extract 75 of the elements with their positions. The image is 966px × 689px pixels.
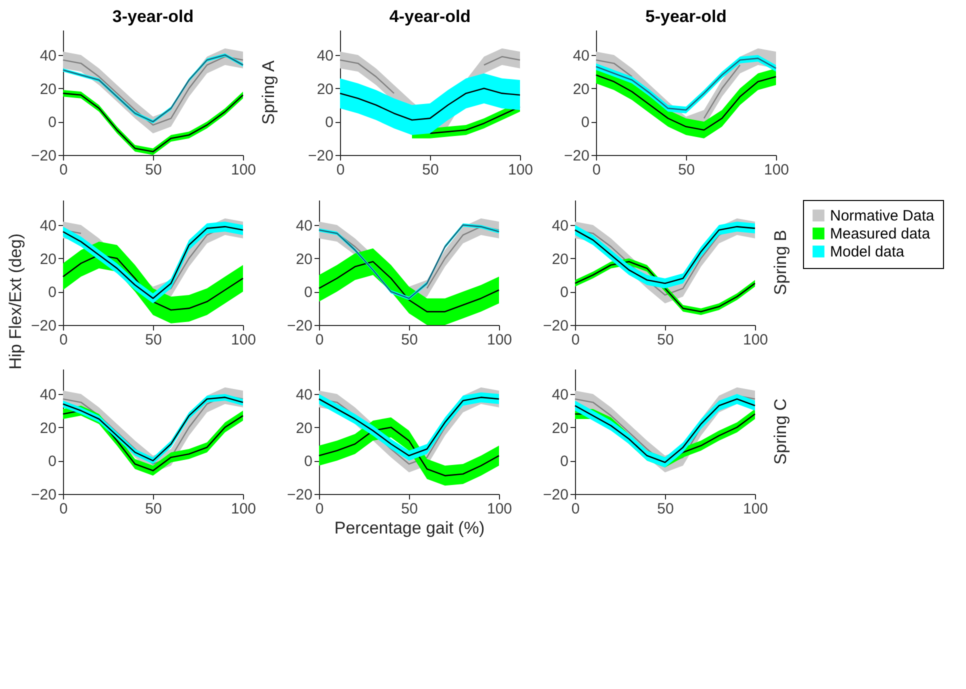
y-tick-label: 20 — [552, 420, 568, 437]
y-tick-label: −20 — [564, 148, 590, 164]
y-tick-label: 20 — [296, 420, 312, 437]
y-tick-label: 20 — [40, 80, 56, 98]
y-tick-label: 0 — [304, 453, 312, 470]
x-tick-label: 100 — [764, 162, 790, 178]
x-tick-label: 50 — [422, 162, 439, 178]
x-tick-label: 100 — [486, 332, 512, 348]
y-tick-label: 40 — [40, 218, 56, 234]
chart-title: 3-year-old — [112, 7, 194, 26]
x-tick-label: 0 — [336, 162, 345, 178]
x-tick-label: 0 — [59, 500, 68, 518]
x-tick-label: 100 — [230, 332, 256, 348]
y2-axis-title: Spring B — [771, 230, 790, 296]
x-tick-label: 100 — [230, 500, 256, 518]
y-tick-label: −20 — [31, 318, 56, 334]
x-tick-label: 100 — [230, 162, 256, 178]
line-series — [318, 426, 500, 476]
y-tick-label: −20 — [308, 148, 334, 164]
x-tick-label: 50 — [145, 162, 162, 178]
x-tick-label: 0 — [59, 162, 68, 178]
chart-title: 5-year-old — [645, 7, 727, 26]
y-tick-label: 40 — [296, 218, 312, 234]
y2-axis-title: Spring A — [259, 60, 278, 125]
x-tick-label: 50 — [145, 332, 162, 348]
x-tick-label: 50 — [145, 500, 162, 518]
y-tick-label: 20 — [572, 80, 590, 98]
y-tick-label: 0 — [325, 114, 334, 132]
y-tick-label: 40 — [40, 48, 56, 64]
line-series — [339, 88, 521, 121]
y-tick-label: 20 — [316, 80, 334, 98]
y-tick-label: 0 — [304, 284, 312, 302]
y-tick-label: 40 — [296, 386, 312, 404]
y-axis-title: Hip Flex/Ext (deg) — [6, 233, 25, 370]
x-tick-label: 50 — [678, 162, 695, 178]
legend-label: Model data — [830, 244, 905, 260]
y-tick-label: 0 — [48, 453, 56, 470]
y-tick-label: 40 — [40, 386, 56, 404]
y2-axis-title: Spring C — [771, 398, 790, 465]
x-tick-label: 50 — [657, 500, 674, 518]
y-tick-label: −20 — [31, 486, 56, 504]
line-series — [429, 106, 521, 134]
y-tick-label: 20 — [40, 420, 56, 437]
y-tick-label: 0 — [560, 453, 568, 470]
y-tick-label: −20 — [31, 148, 56, 164]
x-tick-label: 100 — [508, 162, 534, 178]
legend-label: Normative Data — [830, 208, 935, 224]
line-series — [595, 74, 777, 131]
chart-title: 4-year-old — [389, 7, 471, 26]
x-tick-label: 100 — [742, 332, 768, 348]
x-tick-label: 100 — [742, 500, 768, 518]
y-tick-label: 0 — [48, 284, 56, 302]
y-tick-label: 20 — [552, 250, 568, 268]
x-tick-label: 0 — [59, 332, 68, 348]
x-tick-label: 0 — [592, 162, 601, 178]
y-tick-label: 0 — [581, 114, 590, 132]
x-axis-title: Percentage gait (%) — [334, 518, 485, 538]
y-tick-label: −20 — [287, 318, 312, 334]
y-tick-label: 40 — [552, 386, 568, 404]
x-tick-label: 50 — [401, 332, 418, 348]
y-tick-label: 0 — [560, 284, 568, 302]
y-tick-label: −20 — [287, 486, 312, 504]
y-tick-label: 40 — [316, 48, 334, 64]
y-tick-label: −20 — [543, 318, 568, 334]
legend-label: Measured data — [830, 226, 931, 242]
x-tick-label: 50 — [401, 500, 418, 518]
y-tick-label: −20 — [543, 486, 568, 504]
x-tick-label: 100 — [486, 500, 512, 518]
y-tick-label: 20 — [40, 250, 56, 268]
y-tick-label: 40 — [572, 48, 590, 64]
y-tick-label: 40 — [552, 218, 568, 234]
y-tick-label: 20 — [296, 250, 312, 268]
y-tick-label: 0 — [48, 114, 56, 132]
x-tick-label: 50 — [657, 332, 674, 348]
line-series — [318, 261, 500, 312]
